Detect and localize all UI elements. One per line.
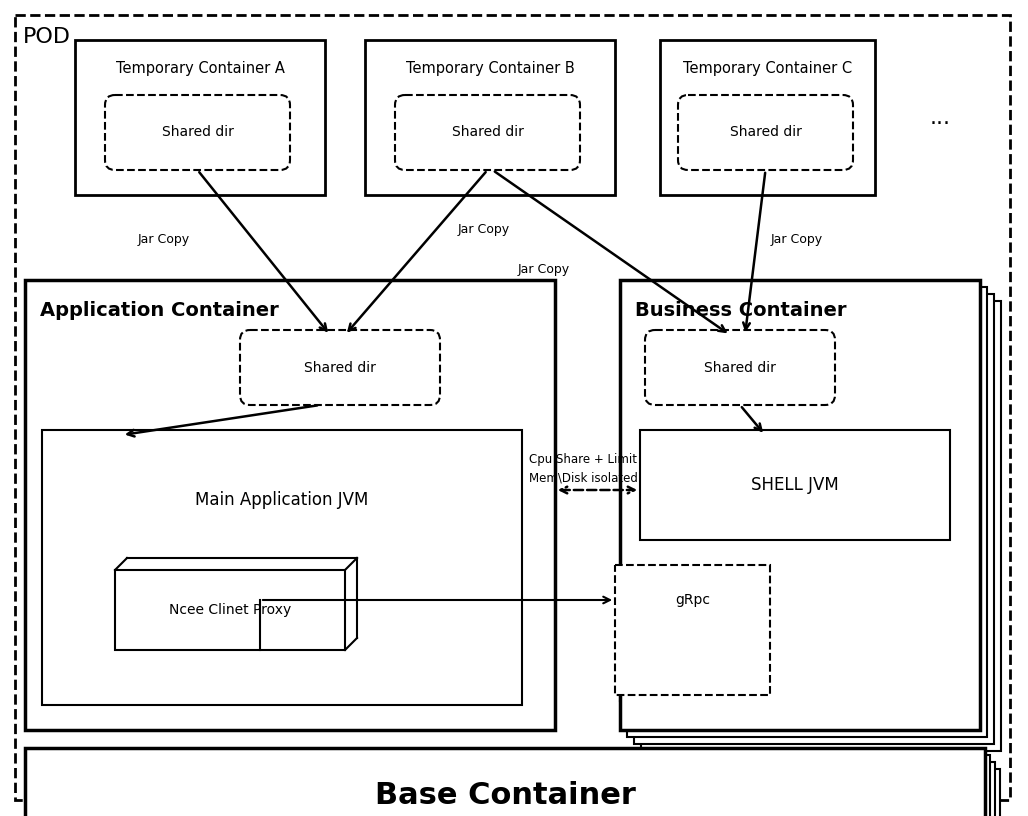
Bar	[634, 294, 994, 744]
Bar	[627, 287, 987, 737]
Text: Jar Copy: Jar Copy	[138, 233, 189, 246]
Bar	[615, 565, 770, 695]
Text: Jar Copy: Jar Copy	[517, 264, 570, 277]
Text: Temporary Container B: Temporary Container B	[406, 60, 575, 76]
Text: ...: ...	[929, 108, 951, 128]
Bar	[640, 430, 950, 540]
FancyBboxPatch shape	[395, 95, 580, 170]
Text: Shared dir: Shared dir	[161, 126, 233, 140]
Bar	[115, 570, 345, 650]
Text: Base Container: Base Container	[374, 781, 635, 810]
FancyBboxPatch shape	[240, 330, 440, 405]
Bar	[75, 40, 325, 195]
Bar	[365, 40, 615, 195]
Text: Shared dir: Shared dir	[304, 361, 376, 375]
FancyBboxPatch shape	[678, 95, 853, 170]
Text: Jar Copy: Jar Copy	[457, 224, 510, 237]
Text: Application Container: Application Container	[40, 300, 279, 320]
Bar	[25, 280, 555, 730]
Text: gRpc: gRpc	[675, 593, 710, 607]
Bar	[40, 769, 1000, 816]
Text: Business Container: Business Container	[635, 300, 846, 320]
Text: SHELL JVM: SHELL JVM	[751, 476, 839, 494]
Text: POD: POD	[23, 27, 71, 47]
Text: Main Application JVM: Main Application JVM	[195, 491, 369, 509]
Text: Shared dir: Shared dir	[451, 126, 523, 140]
Text: Shared dir: Shared dir	[730, 126, 802, 140]
FancyBboxPatch shape	[645, 330, 835, 405]
Bar	[30, 755, 990, 816]
Text: Jar Copy: Jar Copy	[771, 233, 822, 246]
Bar	[641, 301, 1001, 751]
FancyBboxPatch shape	[105, 95, 290, 170]
Text: Mem\Disk isolated: Mem\Disk isolated	[528, 472, 637, 485]
Bar	[42, 430, 522, 705]
Bar	[620, 280, 980, 730]
Text: Temporary Container C: Temporary Container C	[683, 60, 852, 76]
Text: Cpu Share + Limit: Cpu Share + Limit	[529, 454, 637, 467]
Bar	[25, 748, 985, 816]
Text: Ncee Clinet Proxy: Ncee Clinet Proxy	[169, 603, 291, 617]
Text: Temporary Container A: Temporary Container A	[115, 60, 285, 76]
Text: Shared dir: Shared dir	[704, 361, 776, 375]
Bar	[35, 762, 995, 816]
Bar	[660, 40, 875, 195]
